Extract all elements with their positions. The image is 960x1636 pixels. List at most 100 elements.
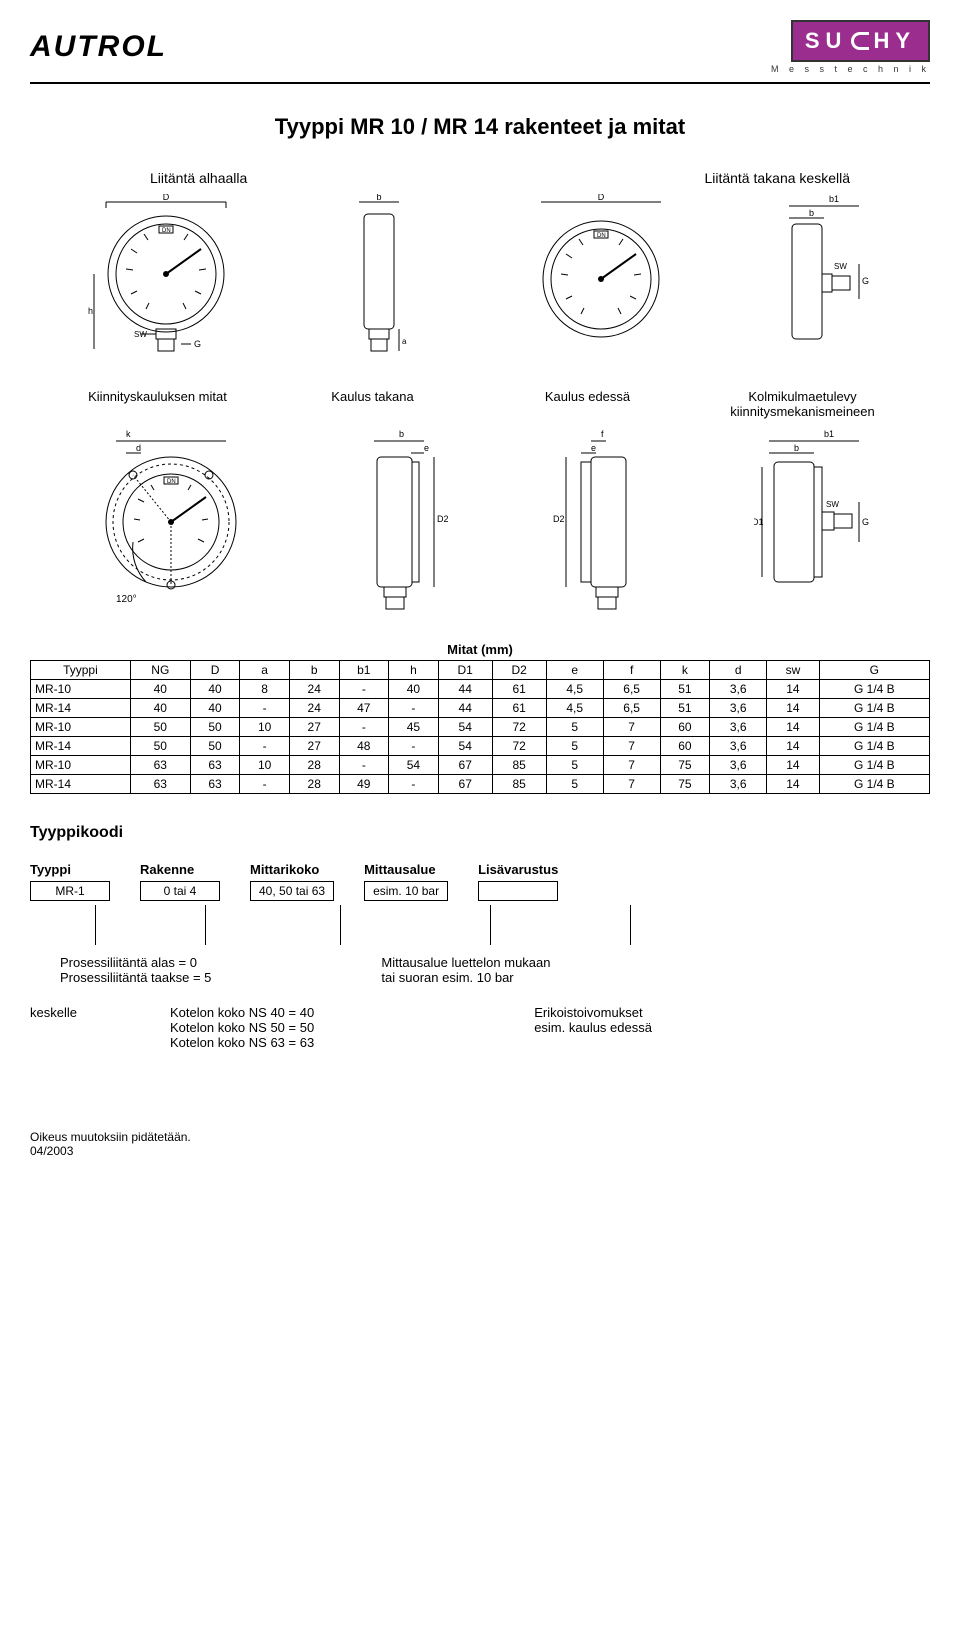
svg-text:D2: D2 (437, 514, 449, 524)
table-cell: 67 (438, 756, 492, 775)
table-cell: - (389, 699, 439, 718)
table-cell: 49 (339, 775, 389, 794)
label-collar-back: Kaulus takana (265, 389, 480, 419)
table-header-cell: b (289, 661, 339, 680)
table-cell: 28 (289, 756, 339, 775)
table-header-cell: h (389, 661, 439, 680)
desc-ns40: Kotelon koko NS 40 = 40 (170, 1005, 314, 1020)
typecode-col: Mittarikoko 40, 50 tai 63 (250, 862, 334, 901)
table-cell: - (339, 680, 389, 699)
typecode-row: TyyppiMR-1Rakenne0 tai 4Mittarikoko40, 5… (30, 862, 930, 901)
table-row: MR-1050501027-45547257603,614G 1/4 B (31, 718, 930, 737)
table-cell: 27 (289, 737, 339, 756)
table-cell: G 1/4 B (819, 718, 929, 737)
desc-keskelle: keskelle (30, 1005, 110, 1020)
table-cell: 51 (660, 680, 710, 699)
table-header-cell: sw (767, 661, 820, 680)
table-cell: 72 (492, 718, 546, 737)
triangle-plate-icon: b1 b SW G D1 (754, 427, 874, 617)
svg-text:D1: D1 (754, 517, 764, 527)
svg-text:h: h (88, 306, 93, 316)
table-cell: - (339, 756, 389, 775)
table-cell: 3,6 (710, 756, 767, 775)
table-caption: Mitat (mm) (30, 642, 930, 657)
table-cell: 40 (190, 680, 240, 699)
table-cell: - (389, 737, 439, 756)
table-header-row: TyyppiNGDabb1hD1D2efkdswG (31, 661, 930, 680)
table-cell: 63 (130, 775, 190, 794)
table-cell: MR-14 (31, 775, 131, 794)
svg-text:DN: DN (162, 228, 171, 234)
table-header-cell: b1 (339, 661, 389, 680)
table-cell: 48 (339, 737, 389, 756)
svg-text:SW: SW (826, 500, 839, 509)
table-cell: 14 (767, 775, 820, 794)
svg-text:b: b (376, 194, 381, 202)
desc-block-2: keskelle Kotelon koko NS 40 = 40 Kotelon… (30, 1005, 930, 1050)
collar-front-icon: f e D2 (551, 427, 661, 617)
table-cell: G 1/4 B (819, 756, 929, 775)
desc2-col1: keskelle (30, 1005, 110, 1050)
table-cell: 5 (546, 718, 603, 737)
typecode-col: Rakenne0 tai 4 (140, 862, 220, 901)
brand-left-logo: AUTROL (30, 30, 167, 64)
table-cell: 7 (603, 737, 660, 756)
table-cell: 45 (389, 718, 439, 737)
table-cell: 50 (130, 718, 190, 737)
footer-disclaimer: Oikeus muutoksiin pidätetään. (30, 1130, 930, 1144)
table-cell: 60 (660, 718, 710, 737)
desc-ns63: Kotelon koko NS 63 = 63 (170, 1035, 314, 1050)
svg-text:D2: D2 (553, 514, 565, 524)
table-cell: G 1/4 B (819, 737, 929, 756)
desc-block-1: Prosessiliitäntä alas = 0 Prosessiliitän… (30, 955, 930, 985)
svg-text:d: d (136, 443, 141, 453)
svg-text:G: G (862, 517, 869, 527)
table-cell: 3,6 (710, 680, 767, 699)
svg-text:120°: 120° (116, 594, 137, 605)
svg-text:b1: b1 (829, 194, 839, 204)
table-cell: 54 (438, 718, 492, 737)
label-collar-dims: Kiinnityskauluksen mitat (50, 389, 265, 419)
table-cell: 4,5 (546, 699, 603, 718)
table-cell: 10 (240, 718, 290, 737)
table-cell: 40 (130, 680, 190, 699)
table-cell: 75 (660, 775, 710, 794)
table-cell: 63 (130, 756, 190, 775)
table-cell: MR-14 (31, 737, 131, 756)
table-header-cell: NG (130, 661, 190, 680)
table-row: MR-1063631028-54678557753,614G 1/4 B (31, 756, 930, 775)
table-cell: 50 (190, 718, 240, 737)
collar-back-side-icon: b e D2 (349, 427, 459, 617)
desc-range-list: Mittausalue luettelon mukaan (381, 955, 550, 970)
gauge-front-bottom-icon: D SW h G DN (86, 194, 246, 364)
svg-text:b1: b1 (824, 429, 834, 439)
typecode-label: Mittausalue (364, 862, 448, 877)
desc-left: Prosessiliitäntä alas = 0 Prosessiliitän… (60, 955, 211, 985)
table-cell: 14 (767, 699, 820, 718)
table-header-cell: D (190, 661, 240, 680)
typecode-box: MR-1 (30, 881, 110, 901)
table-cell: 8 (240, 680, 290, 699)
connection-labels: Liitäntä alhaalla Liitäntä takana keskel… (30, 170, 930, 186)
svg-text:a: a (402, 337, 407, 346)
svg-text:b: b (809, 208, 814, 218)
typecode-box: 40, 50 tai 63 (250, 881, 334, 901)
svg-text:D: D (598, 194, 605, 202)
table-cell: 50 (190, 737, 240, 756)
brand-right-logo: SU HY M e s s t e c h n i k (771, 20, 930, 74)
table-cell: 3,6 (710, 775, 767, 794)
svg-text:D: D (163, 194, 170, 202)
table-cell: 50 (130, 737, 190, 756)
table-cell: 5 (546, 737, 603, 756)
gauge-side-bottom-icon: b a (339, 194, 429, 364)
table-cell: 24 (289, 699, 339, 718)
desc-range-direct: tai suoran esim. 10 bar (381, 970, 550, 985)
desc-special: Erikoistoivomukset (534, 1005, 652, 1020)
table-cell: 40 (130, 699, 190, 718)
table-cell: - (240, 699, 290, 718)
table-cell: 61 (492, 680, 546, 699)
table-header-cell: d (710, 661, 767, 680)
typecode-label: Mittarikoko (250, 862, 334, 877)
typecode-col: Lisävarustus (478, 862, 558, 901)
table-cell: 7 (603, 775, 660, 794)
